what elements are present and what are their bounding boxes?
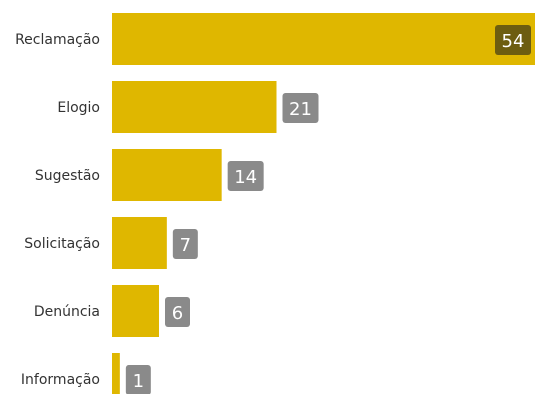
value-label-box-denuncia (165, 297, 190, 327)
value-label-solicitacao: 7 (180, 235, 191, 256)
value-label-sugestao: 14 (234, 167, 257, 188)
value-label-informacao: 1 (133, 371, 144, 392)
category-label-sugestao: Sugestão (35, 168, 100, 184)
value-label-reclamacao: 54 (502, 31, 525, 52)
bar-reclamacao[interactable] (112, 13, 535, 65)
bar-elogio[interactable] (112, 81, 277, 133)
bar-denuncia[interactable] (112, 285, 159, 337)
value-label-elogio: 21 (289, 99, 312, 120)
value-label-box-reclamacao (495, 25, 531, 55)
bar-informacao[interactable] (112, 353, 120, 394)
category-label-elogio: Elogio (57, 100, 100, 116)
category-label-solicitacao: Solicitação (24, 236, 100, 252)
value-label-box-sugestao (227, 161, 264, 191)
bar-sugestao[interactable] (112, 149, 222, 201)
category-label-reclamacao: Reclamação (15, 32, 100, 48)
bar-solicitacao[interactable] (112, 217, 167, 269)
value-label-denuncia: 6 (172, 303, 183, 324)
category-label-informacao: Informação (21, 372, 100, 388)
value-label-box-elogio (282, 93, 319, 123)
value-label-box-solicitacao (172, 229, 198, 259)
category-label-denuncia: Denúncia (34, 304, 100, 320)
value-label-box-informacao (125, 365, 151, 394)
